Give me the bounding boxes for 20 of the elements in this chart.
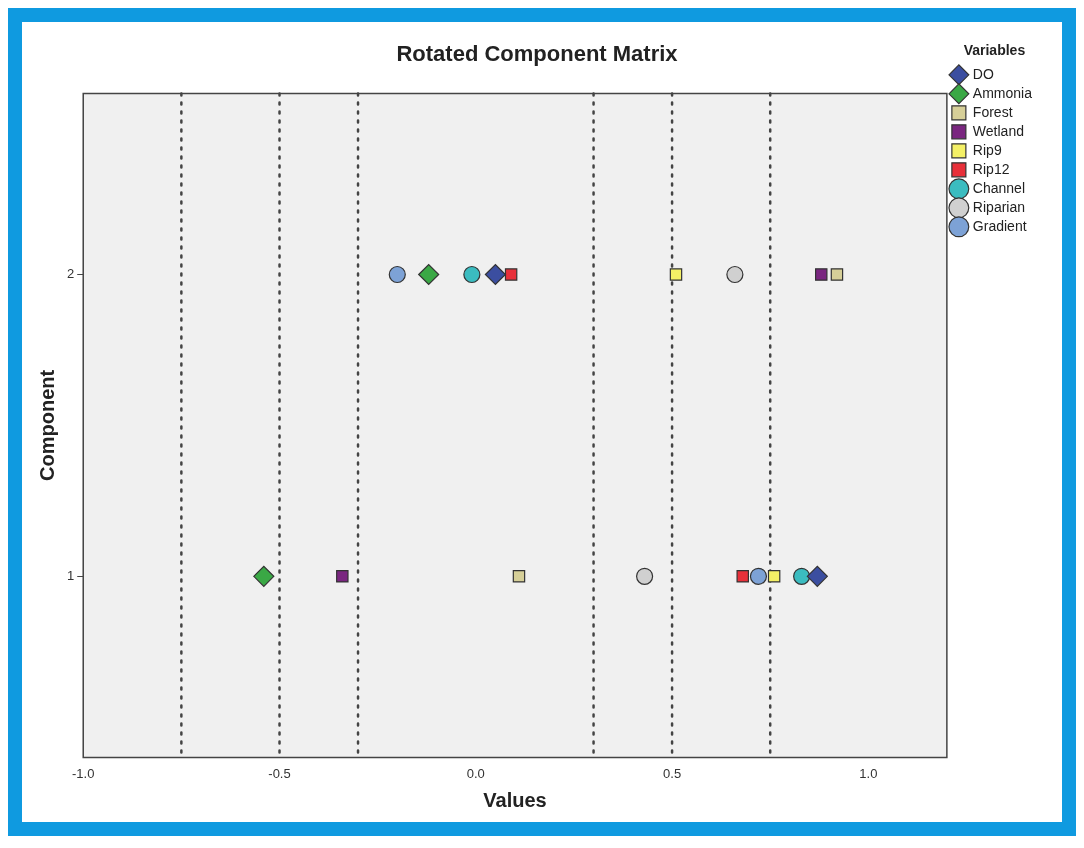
legend-label: Gradient bbox=[972, 217, 1027, 234]
legend-label: DO bbox=[972, 65, 994, 82]
legend-label: Rip9 bbox=[972, 141, 1002, 158]
legend-label: Riparian bbox=[972, 198, 1026, 215]
legend-title: Variables bbox=[963, 41, 1026, 58]
chart-title: Rotated Component Matrix bbox=[396, 41, 679, 67]
x-tick-label: 1.0 bbox=[859, 765, 878, 781]
x-tick-label: 0.0 bbox=[466, 765, 485, 781]
legend-label: Wetland bbox=[972, 122, 1024, 139]
y-tick-label: 2 bbox=[67, 266, 75, 282]
x-axis-title: Values bbox=[483, 788, 547, 811]
y-axis-title: Component bbox=[35, 369, 58, 481]
legend-label: Rip12 bbox=[972, 160, 1010, 177]
x-tick-label: 0.5 bbox=[663, 765, 682, 781]
x-tick-label: -1.0 bbox=[72, 765, 95, 781]
x-tick-label: -0.5 bbox=[268, 765, 291, 781]
legend-label: Ammonia bbox=[972, 84, 1033, 101]
legend-label: Forest bbox=[972, 103, 1013, 120]
y-tick-label: 1 bbox=[67, 567, 75, 583]
legend-label: Channel bbox=[972, 179, 1026, 196]
